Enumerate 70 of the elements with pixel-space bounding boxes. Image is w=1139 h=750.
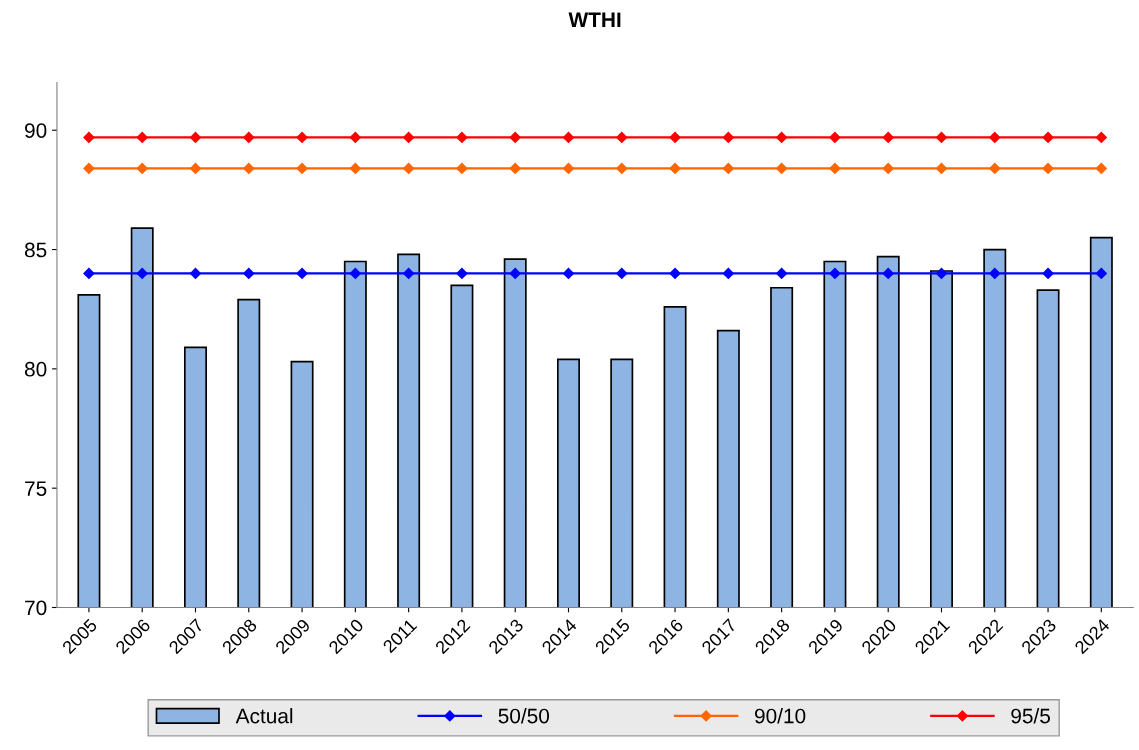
point bbox=[616, 267, 628, 280]
point bbox=[882, 267, 894, 280]
point bbox=[669, 162, 681, 175]
point bbox=[403, 131, 415, 143]
point bbox=[296, 267, 308, 280]
y-tick-label: 90 bbox=[25, 123, 47, 138]
y-tick-label: 80 bbox=[24, 361, 47, 377]
point bbox=[776, 131, 788, 143]
legend-label: 50/50 bbox=[498, 708, 550, 724]
point bbox=[722, 267, 734, 280]
point bbox=[83, 131, 95, 143]
point bbox=[509, 162, 521, 175]
point bbox=[296, 131, 308, 143]
point bbox=[616, 162, 628, 175]
point bbox=[296, 162, 308, 175]
point bbox=[349, 131, 361, 143]
point bbox=[882, 131, 894, 143]
point bbox=[989, 162, 1001, 175]
point bbox=[403, 267, 415, 280]
point bbox=[189, 131, 202, 143]
point bbox=[669, 131, 681, 143]
point bbox=[829, 131, 841, 143]
point bbox=[829, 267, 841, 280]
point bbox=[882, 162, 894, 175]
point bbox=[83, 267, 95, 280]
point bbox=[989, 131, 1001, 143]
point bbox=[722, 131, 734, 143]
point bbox=[562, 131, 575, 143]
point bbox=[509, 267, 521, 280]
point bbox=[243, 162, 255, 175]
legend-label: Actual bbox=[235, 708, 293, 724]
point bbox=[616, 131, 628, 143]
point bbox=[83, 162, 95, 175]
point bbox=[669, 267, 681, 280]
point bbox=[1095, 131, 1107, 143]
point bbox=[776, 267, 788, 280]
point bbox=[349, 162, 361, 175]
point bbox=[829, 162, 841, 175]
legend-label: 90/10 bbox=[754, 708, 806, 724]
point bbox=[243, 131, 255, 143]
point bbox=[562, 267, 575, 280]
y-tick-label: 70 bbox=[25, 600, 47, 616]
y-tick-label: 85 bbox=[24, 242, 47, 258]
point bbox=[1095, 267, 1107, 280]
point bbox=[456, 162, 468, 175]
point bbox=[935, 131, 948, 143]
point bbox=[989, 267, 1001, 280]
point bbox=[136, 267, 148, 280]
point bbox=[136, 131, 148, 143]
point bbox=[189, 162, 202, 175]
point bbox=[562, 162, 575, 175]
point bbox=[1095, 162, 1107, 175]
point bbox=[1042, 131, 1054, 143]
point bbox=[1042, 162, 1054, 175]
point bbox=[136, 162, 148, 175]
point bbox=[456, 131, 468, 143]
point bbox=[243, 267, 255, 280]
point bbox=[1042, 267, 1054, 280]
chart-title: WTHI bbox=[568, 12, 621, 27]
point bbox=[722, 162, 734, 175]
point bbox=[935, 267, 948, 280]
point bbox=[776, 162, 788, 175]
point bbox=[189, 267, 202, 280]
point bbox=[349, 267, 361, 280]
point bbox=[509, 131, 521, 143]
point bbox=[403, 162, 415, 175]
point bbox=[456, 267, 468, 280]
legend-label: 95/5 bbox=[1011, 708, 1050, 724]
point bbox=[935, 162, 948, 175]
y-tick-label: 75 bbox=[25, 481, 47, 496]
